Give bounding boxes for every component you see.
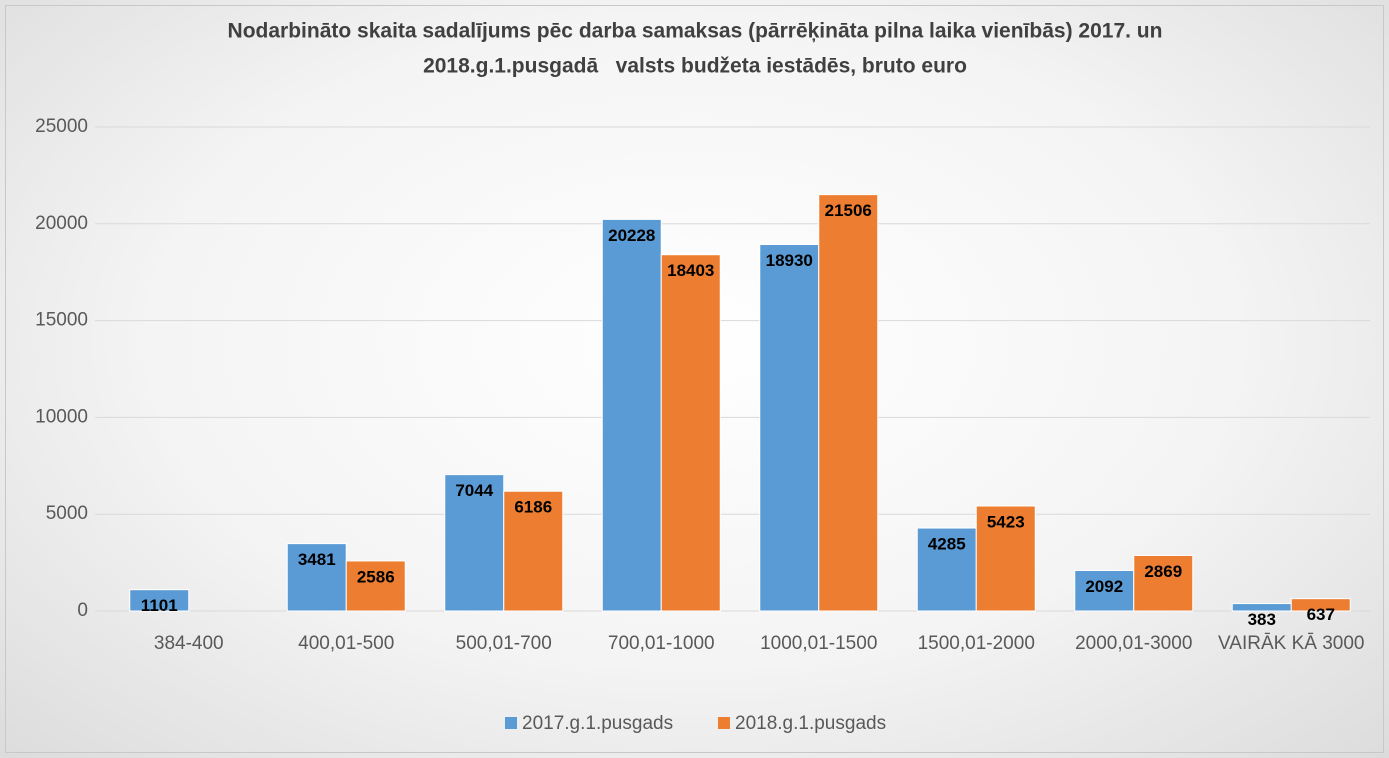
data-label: 20228 bbox=[608, 226, 655, 245]
x-tick-label: VAIRĀK KĀ 3000 bbox=[1218, 633, 1365, 654]
x-tick-label: 1000,01-1500 bbox=[760, 633, 878, 654]
bar bbox=[444, 474, 505, 612]
y-tick-label: 0 bbox=[77, 600, 88, 621]
bar bbox=[916, 527, 977, 612]
bar bbox=[1290, 598, 1351, 612]
legend-swatch bbox=[718, 717, 730, 729]
x-tick-label: 2000,01-3000 bbox=[1075, 633, 1193, 654]
y-tick-label: 20000 bbox=[35, 213, 88, 234]
bar bbox=[975, 505, 1036, 612]
chart-title: Nodarbināto skaita sadalījums pēc darba … bbox=[228, 20, 1163, 43]
x-tick-label: 400,01-500 bbox=[298, 633, 395, 654]
y-tick-label: 10000 bbox=[35, 406, 88, 427]
y-tick-label: 15000 bbox=[35, 310, 88, 331]
chart-title: 2018.g.1.pusgadā valsts budžeta iestādēs… bbox=[423, 55, 967, 78]
x-tick-label: 384-400 bbox=[153, 633, 224, 654]
bar bbox=[129, 589, 190, 612]
data-label: 383 bbox=[1248, 610, 1276, 629]
data-label: 3481 bbox=[298, 550, 336, 569]
x-tick-label: 1500,01-2000 bbox=[917, 633, 1035, 654]
data-label: 4285 bbox=[928, 535, 966, 554]
data-label: 637 bbox=[1307, 605, 1335, 624]
data-label: 5423 bbox=[987, 512, 1025, 531]
data-label: 2869 bbox=[1144, 562, 1182, 581]
bar bbox=[345, 560, 406, 612]
legend-swatch bbox=[505, 717, 517, 729]
bar bbox=[660, 254, 721, 612]
bar bbox=[601, 218, 662, 612]
bar bbox=[759, 244, 820, 612]
bar bbox=[818, 194, 879, 612]
legend-label: 2018.g.1.pusgads bbox=[735, 713, 886, 734]
data-label: 6186 bbox=[514, 498, 552, 517]
data-label: 7044 bbox=[455, 481, 493, 500]
data-label: 21506 bbox=[825, 201, 872, 220]
data-label: 2586 bbox=[357, 567, 395, 586]
data-label: 2092 bbox=[1085, 577, 1123, 596]
y-tick-label: 5000 bbox=[46, 503, 88, 524]
bar bbox=[1133, 554, 1194, 612]
data-label: 18403 bbox=[667, 261, 714, 280]
x-tick-label: 500,01-700 bbox=[455, 633, 552, 654]
x-tick-label: 700,01-1000 bbox=[607, 633, 715, 654]
data-label: 18930 bbox=[766, 251, 813, 270]
data-label: 1101 bbox=[141, 596, 178, 615]
bar bbox=[503, 490, 564, 612]
chart-frame bbox=[5, 5, 1384, 753]
bar bbox=[286, 543, 347, 612]
legend-label: 2017.g.1.pusgads bbox=[522, 713, 673, 734]
y-tick-label: 25000 bbox=[35, 116, 88, 137]
